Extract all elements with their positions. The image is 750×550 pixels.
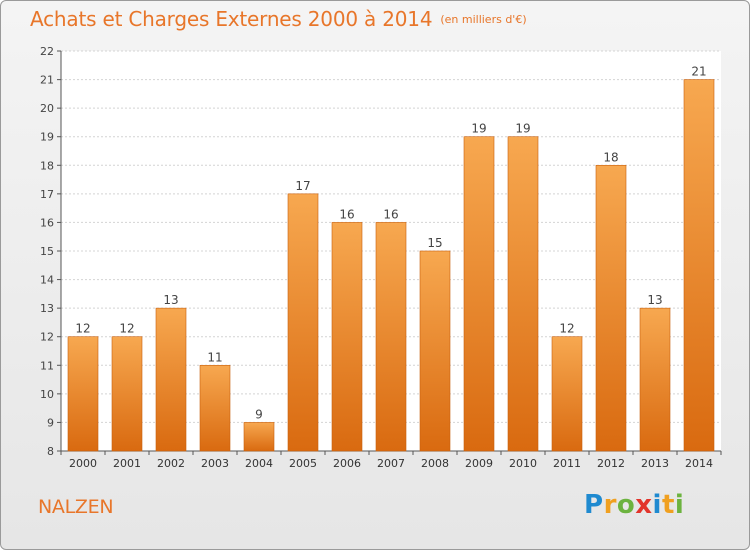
bar-2010 (507, 136, 539, 452)
y-tick-label: 17 (40, 188, 54, 201)
data-label-2014: 21 (691, 65, 706, 79)
logo-letter: x (635, 490, 653, 520)
x-tick-label-2010: 2010 (509, 457, 537, 470)
x-tick-label-2014: 2014 (685, 457, 713, 470)
data-label-2010: 19 (515, 122, 530, 136)
data-label-2007: 16 (383, 207, 398, 221)
logo-letter: i (674, 490, 685, 520)
x-tick-label-2000: 2000 (69, 457, 97, 470)
bar-2012 (595, 164, 627, 452)
bar-2008 (419, 250, 451, 452)
bar-2006 (331, 222, 363, 452)
bar-2011 (551, 336, 583, 452)
bar-2000 (67, 336, 99, 452)
y-tick-label: 9 (47, 416, 54, 429)
y-tick-label: 19 (40, 131, 54, 144)
x-tick-label-2001: 2001 (113, 457, 141, 470)
data-label-2003: 11 (207, 350, 222, 364)
bar-2003 (199, 364, 231, 452)
x-tick-label-2003: 2003 (201, 457, 229, 470)
x-tick-label-2002: 2002 (157, 457, 185, 470)
x-tick-label-2013: 2013 (641, 457, 669, 470)
bar-2014 (683, 79, 715, 452)
data-label-2001: 12 (119, 322, 134, 336)
data-label-2002: 13 (163, 293, 178, 307)
x-tick-label-2004: 2004 (245, 457, 273, 470)
y-tick-label: 11 (40, 359, 54, 372)
y-tick-label: 22 (40, 45, 54, 58)
bar-2013 (639, 307, 671, 452)
logo-letter: o (616, 490, 636, 520)
y-tick-label: 12 (40, 331, 54, 344)
x-tick-label-2012: 2012 (597, 457, 625, 470)
bar-2001 (111, 336, 143, 452)
x-tick-label-2011: 2011 (553, 457, 581, 470)
x-tick-label-2007: 2007 (377, 457, 405, 470)
data-label-2009: 19 (471, 122, 486, 136)
logo-letter: r (603, 490, 617, 520)
data-label-2004: 9 (255, 407, 263, 421)
logo-letter: i (652, 490, 662, 520)
data-label-2008: 15 (427, 236, 442, 250)
x-tick-label-2005: 2005 (289, 457, 317, 470)
x-tick-label-2008: 2008 (421, 457, 449, 470)
data-label-2000: 12 (75, 322, 90, 336)
bar-2002 (155, 307, 187, 452)
y-tick-label: 15 (40, 245, 54, 258)
bar-2007 (375, 222, 407, 452)
logo-letter: t (661, 490, 675, 520)
y-tick-label: 13 (40, 302, 54, 315)
data-label-2005: 17 (295, 179, 310, 193)
chart-title-text: Achats et Charges Externes 2000 à 2014 (30, 7, 433, 31)
y-tick-label: 10 (40, 388, 54, 401)
bar-2005 (287, 193, 319, 452)
data-label-2006: 16 (339, 207, 354, 221)
y-tick-label: 14 (40, 274, 54, 287)
town-name: NALZEN (38, 496, 114, 518)
y-tick-label: 16 (40, 216, 54, 229)
bar-2009 (463, 136, 495, 452)
data-label-2013: 13 (647, 293, 662, 307)
x-tick-label-2009: 2009 (465, 457, 493, 470)
bar-2004 (243, 422, 275, 452)
proxiti-logo: Proxiti (584, 490, 684, 520)
y-tick-label: 18 (40, 159, 54, 172)
chart-title: Achats et Charges Externes 2000 à 2014 (e… (30, 7, 527, 31)
y-tick-label: 20 (40, 102, 54, 115)
y-tick-label: 21 (40, 74, 54, 87)
data-label-2011: 12 (559, 322, 574, 336)
data-label-2012: 18 (603, 150, 618, 164)
x-tick-label-2006: 2006 (333, 457, 361, 470)
logo-letter: P (584, 490, 604, 520)
chart-unit: (en milliers d'€) (440, 13, 527, 26)
y-tick-label: 8 (47, 445, 54, 458)
